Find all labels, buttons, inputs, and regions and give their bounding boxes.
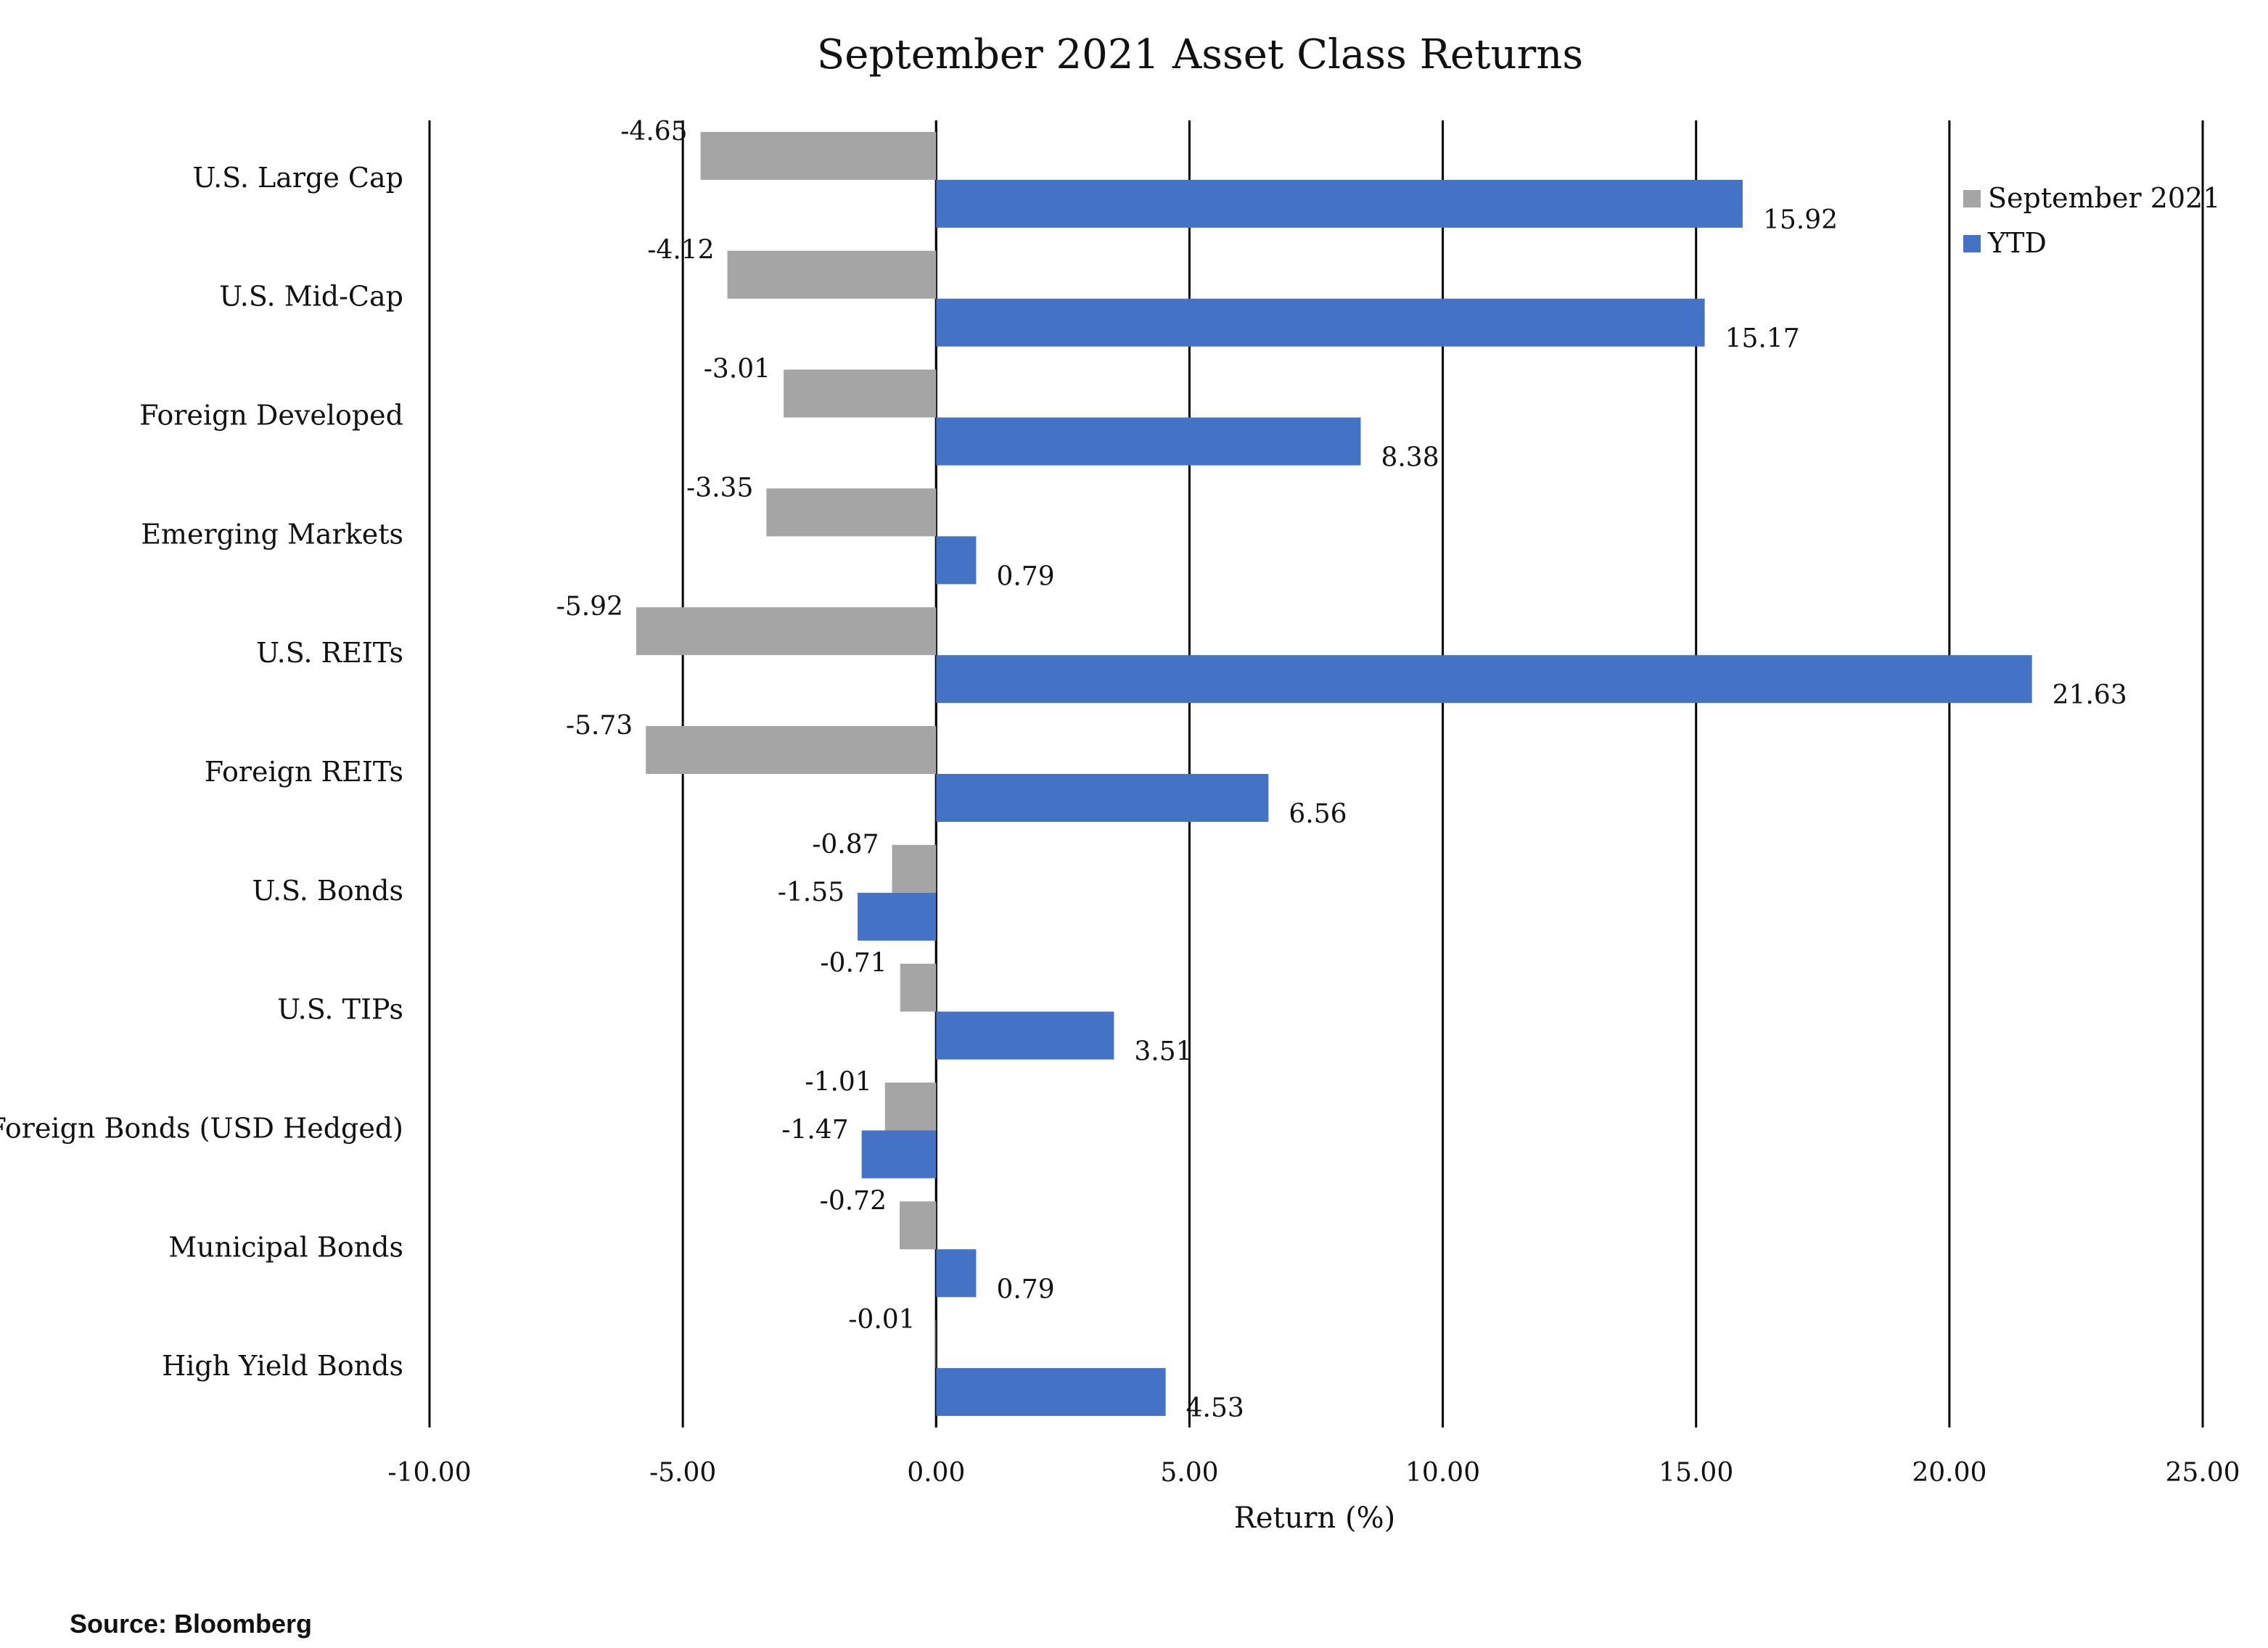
bar-ytd (936, 655, 2032, 704)
data-label-ytd: -1.55 (778, 878, 845, 907)
bar-september-2021 (935, 1320, 937, 1369)
bar-september-2021 (727, 250, 937, 299)
bar-september-2021 (646, 726, 937, 774)
category-label: Municipal Bonds (168, 1231, 403, 1263)
legend-label: YTD (1987, 227, 2047, 259)
category-label: U.S. REITs (256, 637, 403, 669)
bar-ytd (858, 892, 937, 941)
data-label-ytd: 8.38 (1381, 443, 1439, 473)
data-label-ytd: 15.17 (1725, 324, 1800, 354)
bar-ytd (936, 1249, 977, 1298)
bar-september-2021 (784, 369, 937, 418)
bar-ytd (936, 774, 1269, 822)
data-label-september-2021: -0.71 (820, 949, 887, 978)
category-label: U.S. Large Cap (193, 162, 403, 194)
x-tick-label: 0.00 (907, 1458, 965, 1488)
x-axis-title: Return (%) (1234, 1501, 1395, 1535)
data-label-september-2021: -0.01 (848, 1305, 915, 1335)
legend-swatch (1963, 190, 1981, 207)
data-label-september-2021: -5.73 (566, 711, 633, 741)
data-label-ytd: 0.79 (996, 561, 1054, 591)
data-label-september-2021: -1.01 (805, 1067, 871, 1097)
x-tick-label: 20.00 (1912, 1458, 1986, 1488)
data-label-ytd: 0.79 (996, 1274, 1054, 1304)
data-labels: -4.65 15.92 -4.12 15.17 -3.01 8.38 -3.35 0.79 -5… (556, 117, 2127, 1423)
bar-september-2021 (636, 607, 937, 656)
category-label: Foreign REITs (205, 756, 403, 788)
data-label-ytd: -1.47 (781, 1115, 848, 1145)
bar-ytd (936, 298, 1705, 347)
source-note: Source: Bloomberg (70, 1609, 313, 1639)
data-label-september-2021: -3.01 (704, 355, 771, 384)
data-label-september-2021: -4.12 (647, 236, 714, 265)
legend: September 2021 YTD (1963, 182, 2220, 259)
bar-september-2021 (900, 963, 937, 1012)
category-label: Foreign Bonds (USD Hedged) (0, 1112, 403, 1144)
data-label-ytd: 15.92 (1763, 205, 1838, 235)
data-label-ytd: 21.63 (2053, 680, 2127, 710)
bar-ytd (936, 417, 1361, 466)
bar-ytd (861, 1130, 937, 1179)
category-labels: U.S. Large Cap U.S. Mid-Cap Foreign Develo… (0, 162, 403, 1382)
x-tick-label: 15.00 (1659, 1458, 1733, 1488)
data-label-september-2021: -5.92 (556, 592, 623, 622)
bar-september-2021 (900, 1201, 937, 1250)
x-tick-label: 10.00 (1405, 1458, 1480, 1488)
x-tick-label: 25.00 (2165, 1458, 2240, 1488)
x-tick-label: -10.00 (387, 1458, 471, 1488)
data-label-ytd: 3.51 (1134, 1037, 1192, 1067)
category-label: Emerging Markets (141, 518, 403, 550)
bar-september-2021 (766, 488, 937, 537)
category-label: Foreign Developed (139, 400, 403, 432)
chart-title: September 2021 Asset Class Returns (817, 31, 1583, 78)
data-label-september-2021: -4.65 (620, 117, 687, 147)
legend-label: September 2021 (1988, 182, 2220, 214)
x-tick-label: 5.00 (1160, 1458, 1218, 1488)
bar-ytd (936, 179, 1743, 228)
bar-september-2021 (700, 131, 937, 180)
data-label-september-2021: -3.35 (686, 473, 753, 503)
x-tick-label: -5.00 (649, 1458, 716, 1488)
category-label: U.S. Mid-Cap (219, 281, 403, 313)
legend-swatch (1963, 235, 1981, 252)
data-label-ytd: 6.56 (1289, 799, 1347, 829)
category-label: High Yield Bonds (162, 1350, 403, 1382)
data-label-september-2021: -0.72 (820, 1186, 887, 1216)
bar-september-2021 (892, 844, 937, 893)
data-label-ytd: 4.53 (1186, 1393, 1244, 1423)
bars (636, 131, 2032, 1417)
category-label: U.S. TIPs (277, 994, 403, 1026)
x-tick-labels: -10.00 -5.00 0.00 5.00 10.00 15.00 20.00 25.00 (387, 1458, 2240, 1488)
bar-ytd (936, 1368, 1166, 1417)
bar-september-2021 (884, 1082, 937, 1131)
category-label: U.S. Bonds (252, 875, 403, 907)
bar-ytd (936, 1011, 1114, 1060)
bar-ytd (936, 536, 977, 585)
data-label-september-2021: -0.87 (812, 830, 879, 860)
